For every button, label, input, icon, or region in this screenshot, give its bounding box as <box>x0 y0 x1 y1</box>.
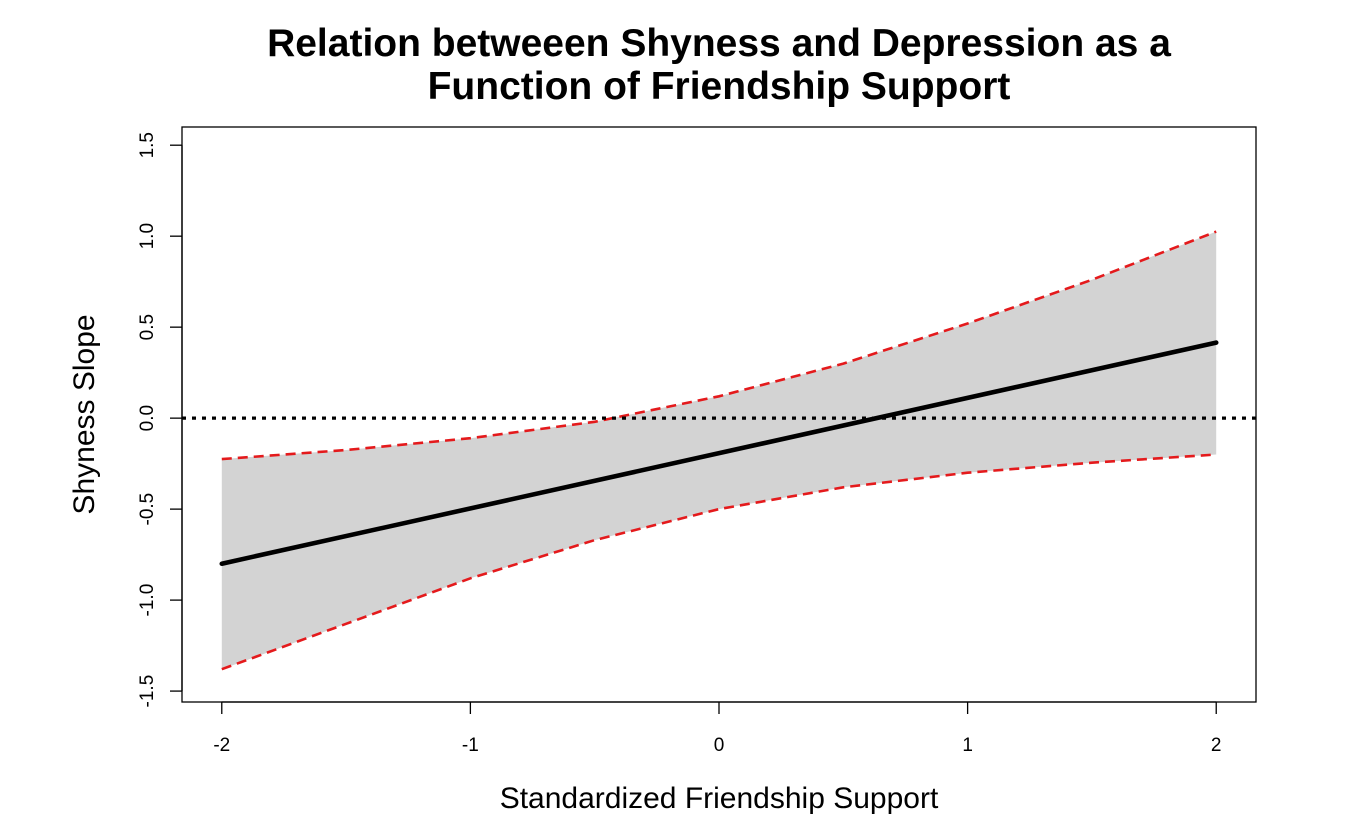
y-tick-label: 1.0 <box>137 223 158 249</box>
slope-line-0 <box>219 340 1219 567</box>
y-tick-label: -1.0 <box>137 584 158 617</box>
x-axis-label: Standardized Friendship Support <box>500 782 939 815</box>
series-layer <box>219 340 1219 567</box>
y-tick-label: -1.5 <box>137 675 158 708</box>
x-tick-label: 0 <box>714 735 725 756</box>
upper-bound-line <box>221 230 1217 461</box>
x-axis: -2 -1 0 1 2 <box>213 701 1222 756</box>
x-tick-label: -2 <box>213 735 230 756</box>
y-axis-label: Shyness Slope <box>68 314 101 514</box>
x-tick-label: 2 <box>1211 735 1222 756</box>
y-axis: -1.5 -1.0 -0.5 0.0 0.5 1.0 1.5 <box>137 132 183 708</box>
confidence-band-layer <box>221 230 1217 671</box>
y-tick-label: 1.5 <box>137 132 158 158</box>
y-tick-label: 0.5 <box>137 314 158 340</box>
y-tick-label: -0.5 <box>137 493 158 526</box>
x-tick-label: 1 <box>962 735 973 756</box>
confidence-band-fill <box>221 231 1217 670</box>
chart-title: Relation betweeen Shyness and Depression… <box>267 22 1171 108</box>
x-tick-label: -1 <box>462 735 479 756</box>
y-tick-label: 0.0 <box>137 405 158 431</box>
lower-bound-line <box>221 453 1217 671</box>
